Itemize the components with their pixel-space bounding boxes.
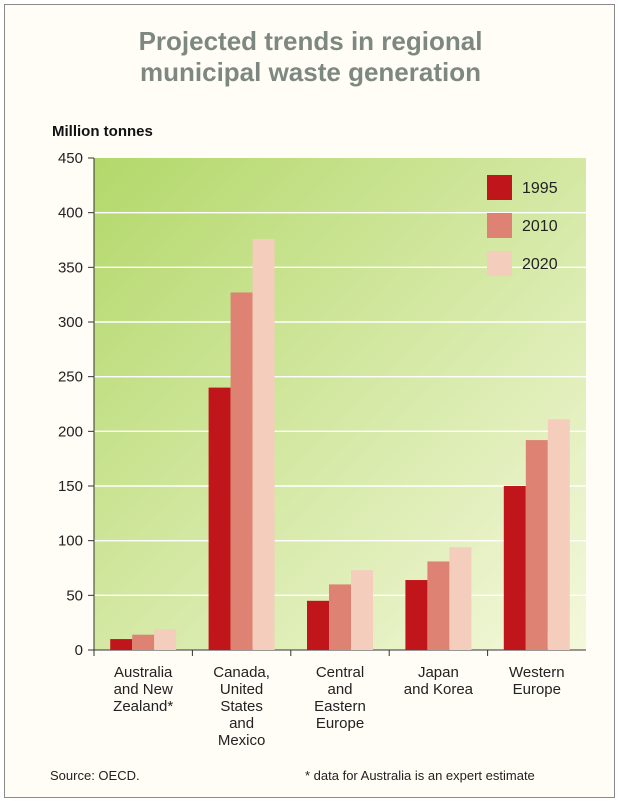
bar-2010-4 — [525, 440, 548, 650]
chart-title-line-1: Projected trends in regional — [138, 26, 483, 56]
y-tick-label-200: 200 — [58, 423, 83, 440]
x-category-line: Europe — [316, 715, 364, 732]
footnote: * data for Australia is an expert estima… — [305, 768, 535, 783]
legend-swatch-2010 — [487, 213, 512, 238]
x-category-line: and — [229, 715, 254, 732]
x-category-label-2: Central and Eastern Europe — [314, 664, 366, 732]
legend-label-1995: 1995 — [522, 180, 558, 197]
x-category-line: United — [220, 681, 263, 698]
x-category-line: Central — [316, 664, 364, 681]
x-category-line: States — [220, 698, 263, 715]
y-tick-label-450: 450 — [58, 150, 83, 167]
bar-2020-2 — [351, 570, 373, 650]
x-category-line: Eastern — [314, 698, 366, 715]
x-category-line: Zealand* — [113, 698, 173, 715]
x-category-line: and New — [114, 681, 173, 698]
chart-title: Projected trends in regional municipal w… — [0, 26, 621, 88]
x-category-label-1: Canada, United States and Mexico — [213, 664, 270, 749]
bar-1995-0 — [110, 639, 133, 650]
legend-label-2020: 2020 — [522, 256, 558, 273]
y-tick-label-350: 350 — [58, 259, 83, 276]
source-note: Source: OECD. — [50, 768, 140, 783]
x-category-label-0: Australia and New Zealand* — [113, 664, 173, 715]
bar-2020-1 — [252, 238, 275, 650]
legend: 1995 2010 2020 — [487, 175, 558, 276]
y-axis-label: Million tonnes — [52, 123, 153, 140]
legend-swatch-2020 — [487, 251, 512, 276]
y-tick-label-150: 150 — [58, 478, 83, 495]
bar-1995-3 — [405, 580, 428, 650]
bar-1995-1 — [208, 387, 231, 650]
x-category-line: and — [327, 681, 352, 698]
bar-2010-3 — [427, 561, 450, 650]
x-category-label-3: Japan and Korea — [404, 664, 474, 698]
y-tick-label-250: 250 — [58, 369, 83, 386]
bar-2020-4 — [547, 419, 570, 650]
y-tick-label-50: 50 — [66, 587, 83, 604]
x-category-line: Australia — [114, 664, 173, 681]
x-category-label-4: Western Europe — [509, 664, 565, 698]
y-tick-labels: 0 50 100 150 200 250 300 350 400 450 — [58, 150, 83, 659]
x-category-line: and Korea — [404, 681, 474, 698]
bar-2010-1 — [230, 292, 253, 650]
bar-1995-4 — [503, 486, 526, 650]
x-category-line: Canada, — [213, 664, 270, 681]
bar-2020-3 — [449, 547, 472, 650]
y-tick-label-0: 0 — [75, 642, 83, 659]
y-tick-label-400: 400 — [58, 205, 83, 222]
x-category-line: Europe — [513, 681, 561, 698]
bar-2010-0 — [132, 634, 155, 650]
bar-2020-0 — [154, 629, 177, 650]
bar-1995-2 — [307, 600, 329, 650]
x-category-labels: Australia and New Zealand* Canada, United Sta… — [113, 664, 564, 749]
bars — [110, 238, 570, 650]
x-category-line: Japan — [418, 664, 459, 681]
chart-title-line-2: municipal waste generation — [140, 57, 481, 87]
legend-label-2010: 2010 — [522, 218, 558, 235]
x-category-line: Western — [509, 664, 565, 681]
y-tick-label-100: 100 — [58, 533, 83, 550]
y-tick-label-300: 300 — [58, 314, 83, 331]
legend-swatch-1995 — [487, 175, 512, 200]
bar-2010-2 — [329, 584, 351, 650]
x-category-line: Mexico — [218, 732, 266, 749]
